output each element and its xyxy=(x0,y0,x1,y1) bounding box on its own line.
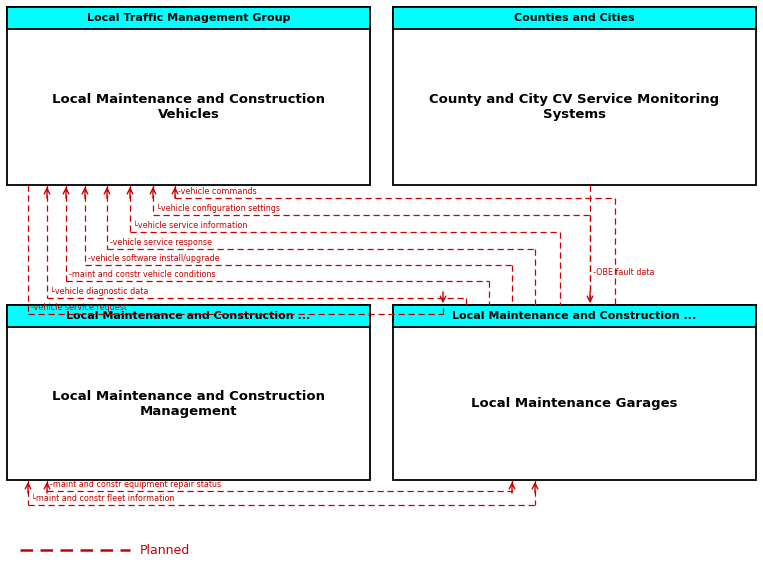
Text: └vehicle service information: └vehicle service information xyxy=(133,221,247,230)
Bar xyxy=(393,305,756,327)
Text: Local Traffic Management Group: Local Traffic Management Group xyxy=(87,13,290,23)
Text: -maint and constr equipment repair status: -maint and constr equipment repair statu… xyxy=(50,480,221,489)
Bar xyxy=(393,7,756,29)
Text: Counties and Cities: Counties and Cities xyxy=(514,13,635,23)
Text: └vehicle diagnostic data: └vehicle diagnostic data xyxy=(50,286,148,296)
Text: Local Maintenance Garages: Local Maintenance Garages xyxy=(472,397,678,410)
Bar xyxy=(7,7,370,185)
Text: -vehicle service response: -vehicle service response xyxy=(110,238,212,247)
Text: -OBE fault data: -OBE fault data xyxy=(593,268,655,277)
Text: -vehicle service request: -vehicle service request xyxy=(31,303,127,312)
Text: Local Maintenance and Construction ...: Local Maintenance and Construction ... xyxy=(452,311,697,321)
Bar xyxy=(7,305,370,327)
Bar xyxy=(393,305,756,480)
Text: -vehicle software install/upgrade: -vehicle software install/upgrade xyxy=(88,254,220,263)
Text: -vehicle commands: -vehicle commands xyxy=(178,187,256,196)
Text: Planned: Planned xyxy=(140,544,190,556)
Text: Local Maintenance and Construction
Management: Local Maintenance and Construction Manag… xyxy=(52,389,325,417)
Text: -maint and constr vehicle conditions: -maint and constr vehicle conditions xyxy=(69,270,216,279)
Text: └vehicle configuration settings: └vehicle configuration settings xyxy=(156,204,280,213)
Text: Local Maintenance and Construction
Vehicles: Local Maintenance and Construction Vehic… xyxy=(52,93,325,121)
Text: County and City CV Service Monitoring
Systems: County and City CV Service Monitoring Sy… xyxy=(430,93,720,121)
Bar xyxy=(7,7,370,29)
Bar xyxy=(7,305,370,480)
Text: Local Maintenance and Construction ...: Local Maintenance and Construction ... xyxy=(66,311,311,321)
Bar xyxy=(393,7,756,185)
Text: └maint and constr fleet information: └maint and constr fleet information xyxy=(31,494,175,503)
